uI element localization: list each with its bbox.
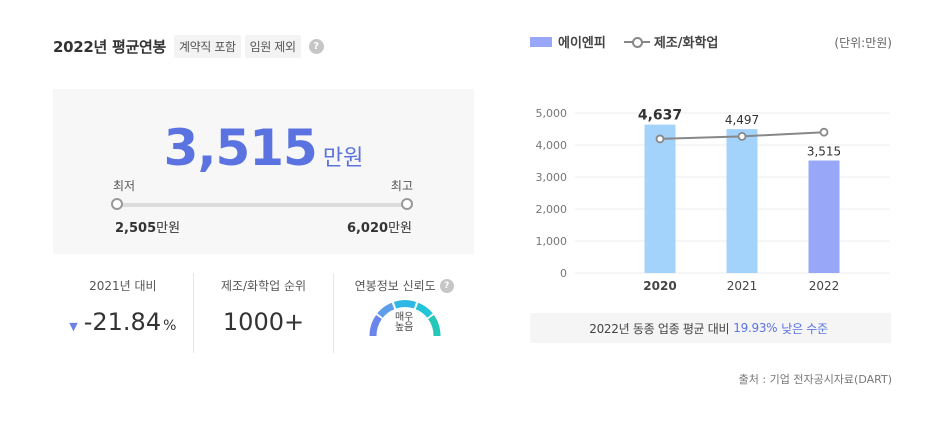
min-salary-unit: 만원	[156, 221, 181, 236]
down-arrow-icon: ▼	[69, 320, 78, 333]
min-salary-marker	[111, 198, 123, 210]
min-salary-value: 2,505	[115, 221, 157, 236]
average-salary-value: 3,515	[163, 119, 318, 177]
industry-rank-value: 1000+	[222, 308, 305, 336]
bar-value-label: 4,637	[638, 108, 682, 124]
salary-summary-panel: 2022년 평균연봉 계약직 포함 임원 제외 ? 3,515 만원 최저 최고 …	[53, 28, 475, 388]
chart-legend: 에이엔피 제조/화학업	[530, 32, 718, 51]
y-tick-label: 3,000	[536, 171, 568, 184]
average-salary: 3,515 만원	[53, 119, 474, 177]
max-salary-unit: 만원	[388, 221, 412, 236]
salary-chart-panel: 에이엔피 제조/화학업 (단위:만원) 0 1,000 2,000 3,000 4,00…	[530, 28, 892, 408]
tag-executive-excluded: 임원 제외	[244, 34, 301, 58]
bar-2020	[644, 124, 676, 273]
bar-2021	[726, 129, 758, 273]
trust-help-icon[interactable]: ?	[439, 278, 454, 293]
legend-industry-label: 제조/화학업	[653, 36, 719, 51]
industry-point	[655, 134, 665, 144]
x-tick-label: 2022	[809, 279, 840, 293]
stats-row: 2021년 대비 ▼ -21.84% 제조/화학업 순위 1000+ 연봉정보 …	[53, 273, 474, 353]
x-tick-label: 2020	[643, 279, 676, 293]
comparison-percent: 19.93%	[733, 321, 778, 335]
bar-2022	[808, 160, 840, 273]
bar-value-label: 3,515	[807, 145, 841, 159]
help-icon[interactable]: ?	[308, 38, 324, 54]
trust-level: 매우 높음	[334, 313, 474, 333]
tag-contract-included: 계약직 포함	[173, 34, 241, 58]
legend-company-swatch	[530, 36, 552, 47]
x-tick-label: 2021	[727, 279, 758, 293]
y-tick-label: 2,000	[536, 203, 568, 216]
industry-rank-label: 제조/화학업 순위	[220, 279, 307, 293]
average-salary-box: 3,515 만원 최저 최고 2,505만원 6,020만원	[53, 89, 474, 254]
unit-note: (단위:만원)	[834, 36, 892, 50]
max-salary: 6,020만원	[347, 217, 412, 236]
comparison-prefix: 2022년 동종 업종 평균 대비	[589, 321, 730, 336]
trust-level-line2: 높음	[394, 322, 414, 333]
min-salary-label: 최저	[113, 179, 136, 193]
salary-bar-chart: 0 1,000 2,000 3,000 4,000 5,000 4,637 2020 4,497…	[536, 107, 890, 293]
y-tick-label: 5,000	[536, 107, 568, 120]
yoy-value: -21.84	[83, 308, 162, 336]
min-salary: 2,505만원	[115, 217, 180, 236]
yoy-unit: %	[163, 318, 177, 334]
legend-company-label: 에이엔피	[558, 36, 606, 51]
trust-label: 연봉정보 신뢰도	[354, 279, 436, 293]
industry-point	[819, 127, 829, 137]
title-row: 2022년 평균연봉 계약직 포함 임원 제외 ?	[53, 28, 475, 64]
industry-point	[737, 131, 747, 141]
page-title: 2022년 평균연봉	[53, 37, 166, 56]
bar-value-label: 4,497	[725, 113, 759, 127]
max-salary-value: 6,020	[346, 221, 389, 236]
y-tick-label: 1,000	[536, 235, 568, 248]
industry-rank-stat: 제조/화학업 순위 1000+	[192, 273, 334, 353]
average-salary-unit: 만원	[322, 146, 364, 171]
y-tick-label: 4,000	[536, 139, 568, 152]
max-salary-marker	[401, 198, 413, 210]
y-tick-label: 0	[560, 267, 567, 280]
yoy-stat: 2021년 대비 ▼ -21.84%	[53, 273, 193, 353]
salary-range-track	[117, 203, 408, 207]
trust-gauge	[369, 300, 441, 337]
max-salary-label: 최고	[390, 179, 413, 193]
industry-comparison: 2022년 동종 업종 평균 대비 19.93% 낮은 수준	[530, 313, 891, 343]
yoy-value-row: ▼ -21.84%	[53, 308, 193, 336]
yoy-label: 2021년 대비	[89, 279, 157, 293]
trust-level-line1: 매우	[394, 312, 414, 323]
trust-label-row: 연봉정보 신뢰도 ?	[334, 277, 474, 294]
data-source: 출처 : 기업 전자공시자료(DART)	[738, 373, 892, 386]
trust-stat: 연봉정보 신뢰도 ? 매우 높음	[333, 273, 474, 353]
legend-industry-line-icon	[623, 36, 650, 48]
comparison-suffix: 낮은 수준	[781, 321, 828, 336]
